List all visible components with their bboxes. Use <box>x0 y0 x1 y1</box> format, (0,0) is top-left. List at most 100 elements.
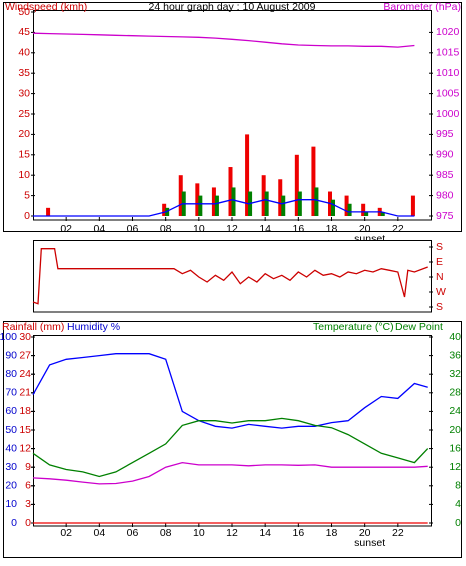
x-tick-label: 14 <box>259 527 271 539</box>
line <box>32 417 429 478</box>
bar <box>281 195 286 216</box>
x-tick-label: 16 <box>292 223 304 235</box>
y3-tick-label: 9 <box>25 461 31 473</box>
y-tick-label: 30 <box>18 87 30 99</box>
bar <box>178 175 183 216</box>
y2-tick-label: 4 <box>455 498 461 510</box>
y2-tick-label: 1010 <box>436 67 460 79</box>
x-tick-label: 20 <box>359 223 371 235</box>
y2-tick-label: 980 <box>436 189 454 201</box>
x-tick-label: 22 <box>392 527 404 539</box>
line <box>32 461 428 485</box>
bar <box>380 211 385 216</box>
y2-tick-label: 24 <box>449 405 461 417</box>
x-tick-label: 08 <box>160 527 172 539</box>
y-tick-label: 15 <box>18 149 30 161</box>
y-tick-label: 40 <box>5 442 17 454</box>
y3-tick-label: 12 <box>19 442 31 454</box>
y2-tick-label: S <box>436 301 443 313</box>
x-tick-label: 22 <box>392 223 404 235</box>
y3-tick-label: 30 <box>19 331 31 343</box>
y2-tick-label: 20 <box>449 424 461 436</box>
bar <box>231 187 236 216</box>
x-tick-label: 06 <box>127 223 139 235</box>
y2-tick-label: 990 <box>436 149 454 161</box>
y2-tick-label: 36 <box>449 349 461 361</box>
y2-tick-label: 1005 <box>436 87 460 99</box>
y3-tick-label: 15 <box>19 424 31 436</box>
series-label: Humidity % <box>67 321 120 333</box>
x-tick-label: 02 <box>60 223 72 235</box>
line <box>33 199 415 217</box>
y-tick-label: 80 <box>5 368 17 380</box>
y2-tick-label: 1020 <box>436 26 460 38</box>
bar <box>331 199 335 216</box>
panel-frame <box>3 2 462 232</box>
y2-tick-label: 1015 <box>436 47 460 59</box>
panel-frame <box>3 321 462 558</box>
y2-tick-label: 995 <box>436 128 454 140</box>
x-tick-label: 10 <box>193 527 205 539</box>
y3-tick-label: 6 <box>25 480 31 492</box>
y2-tick-label: 8 <box>455 480 461 492</box>
x-tick-label: 04 <box>93 223 105 235</box>
x-tick-label: 02 <box>60 527 72 539</box>
y2-tick-label: 1000 <box>436 108 460 120</box>
annotation: sunset <box>354 537 385 549</box>
bar <box>410 195 415 216</box>
y2-tick-label: W <box>436 286 446 298</box>
plot-area <box>33 335 432 527</box>
y2-tick-label: 40 <box>449 331 461 343</box>
bar <box>198 195 203 216</box>
line <box>32 32 415 48</box>
y3-tick-label: 21 <box>19 387 31 399</box>
x-tick-label: 04 <box>93 527 105 539</box>
y-tick-label: 10 <box>5 498 17 510</box>
series-label: Rainfall (mm) <box>2 321 64 333</box>
bar <box>314 187 319 216</box>
series-label: Temperature (°C) <box>313 321 394 333</box>
y-tick-label: 0 <box>24 210 30 222</box>
x-tick-label: 10 <box>193 223 205 235</box>
y2-tick-label: 0 <box>455 517 461 529</box>
y-tick-label: 0 <box>11 517 17 529</box>
y-tick-label: 45 <box>18 26 30 38</box>
y-tick-label: 50 <box>5 424 17 436</box>
x-tick-label: 16 <box>292 527 304 539</box>
y-tick-label: 25 <box>18 108 30 120</box>
y-label: Windspeed (kmh) <box>5 1 87 13</box>
x-tick-label: 06 <box>127 527 139 539</box>
line <box>32 353 428 429</box>
bar <box>311 146 316 216</box>
bar <box>162 203 167 216</box>
y3-tick-label: 27 <box>19 349 31 361</box>
bar <box>294 154 299 216</box>
y3-tick-label: 18 <box>19 405 31 417</box>
y-tick-label: 30 <box>5 461 17 473</box>
y-tick-label: 90 <box>5 349 17 361</box>
series-label: Dew Point <box>395 321 443 333</box>
bar <box>264 191 269 216</box>
bar <box>261 175 266 216</box>
bar <box>245 134 250 216</box>
y2-tick-label: 28 <box>449 387 461 399</box>
x-tick-label: 12 <box>226 527 238 539</box>
y2-label: Barometer (hPa) <box>383 1 461 13</box>
y-tick-label: 60 <box>5 405 17 417</box>
y-tick-label: 10 <box>18 169 30 181</box>
y-tick-label: 40 <box>18 47 30 59</box>
y2-tick-label: E <box>436 256 443 268</box>
y-tick-label: 35 <box>18 67 30 79</box>
y3-tick-label: 24 <box>19 368 31 380</box>
y2-tick-label: 985 <box>436 169 454 181</box>
x-tick-label: 20 <box>359 527 371 539</box>
plot-area <box>33 240 432 313</box>
y2-tick-label: 975 <box>436 210 454 222</box>
y2-tick-label: 16 <box>449 442 461 454</box>
y-tick-label: 100 <box>0 331 17 343</box>
bar <box>297 191 302 216</box>
bar <box>211 187 216 216</box>
x-tick-label: 08 <box>160 223 172 235</box>
bar <box>364 211 369 216</box>
